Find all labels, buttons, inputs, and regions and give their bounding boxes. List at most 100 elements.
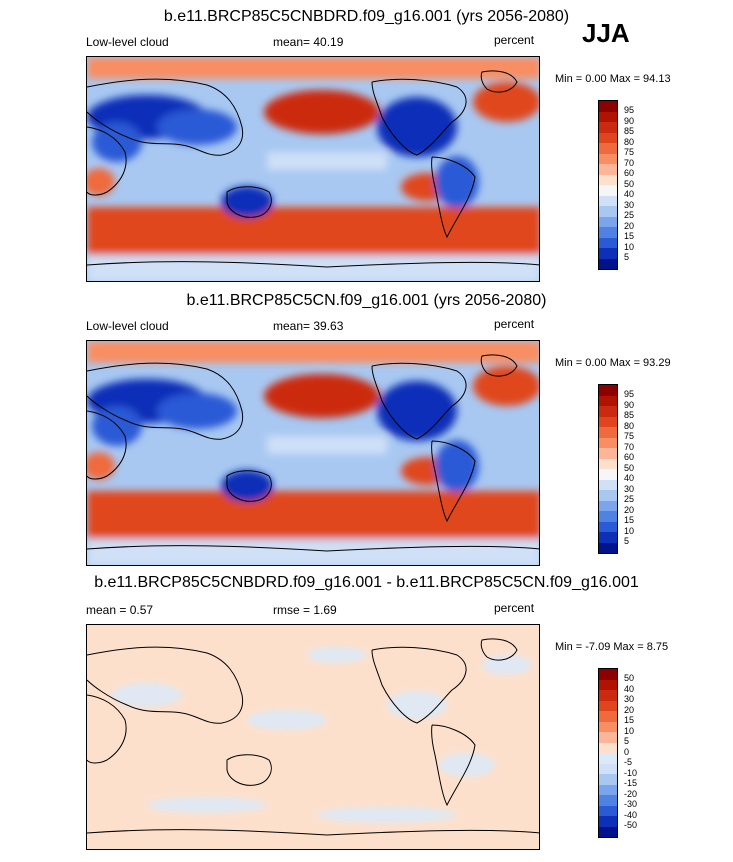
cbar-3-tick-label: 30 [624, 694, 635, 704]
panel-1-colorbar-box [598, 100, 618, 270]
panel-1-variable-label: Low-level cloud [86, 35, 169, 49]
cbar-2-tick-label: 70 [624, 441, 635, 452]
cbar-3-tick-label: -10 [624, 767, 638, 778]
cbar-3-swatch [599, 826, 617, 837]
panel-1-colorbar: 95 90 85 80 75 70 60 50 40 30 25 20 15 1… [598, 100, 634, 270]
cbar-2-swatch [599, 448, 617, 459]
map-1-n-america-clear [377, 97, 457, 157]
cbar-1-tick-label: 95 [624, 105, 635, 115]
map-1-tropical-band [267, 152, 387, 170]
cbar-1-swatch [599, 227, 617, 238]
cbar-3-tick-label: -15 [624, 778, 638, 788]
cbar-3-swatch [599, 711, 617, 722]
cbar-3-swatch [599, 774, 617, 785]
cbar-3-tick-label: 50 [624, 673, 635, 683]
cbar-3-swatch [599, 816, 617, 827]
map-2-n-atlantic-cloud [473, 366, 539, 406]
cbar-2-swatch [599, 469, 617, 480]
cbar-3-swatch [599, 679, 617, 690]
panel-1-units-label: percent [494, 33, 535, 47]
cbar-3-swatch [599, 721, 617, 732]
cbar-1-tick-label: 50 [624, 178, 635, 189]
cbar-3-tick-label: -30 [624, 799, 638, 809]
map-3-coastlines [87, 638, 539, 836]
cbar-3-swatch [599, 753, 617, 764]
cbar-2-swatch [599, 437, 617, 448]
cbar-2-tick-label: 60 [624, 452, 635, 462]
map-3-diff-patch [112, 683, 182, 707]
cbar-1-tick-label: 10 [624, 241, 635, 252]
cbar-2-swatch [599, 458, 617, 469]
cbar-2-swatch [599, 490, 617, 501]
map-1-coast-n-america [371, 78, 467, 156]
map-3-diff-patch [247, 710, 327, 730]
cbar-3-swatch [599, 795, 617, 806]
cbar-3-swatch [599, 742, 617, 753]
cbar-2-swatch [599, 532, 617, 543]
map-3-coast-africa [87, 694, 127, 764]
cbar-3-tick-label: 40 [624, 683, 635, 694]
cbar-3-tick-label: 5 [624, 736, 630, 746]
cbar-1-swatch [599, 132, 617, 143]
map-2-tropical-band [267, 436, 387, 454]
panel-3-colorbar-box [598, 668, 618, 838]
panel-3-mean-label: mean = 0.57 [86, 603, 154, 617]
map-2-southern-ocean-band [87, 491, 539, 539]
map-2-arctic-band [87, 341, 539, 363]
cbar-2-tick-label: 90 [624, 399, 635, 410]
panel-3-rmse-label: rmse = 1.69 [273, 603, 337, 617]
panel-2-units-label: percent [494, 317, 535, 331]
cbar-2-tick-label: 40 [624, 473, 635, 483]
cbar-1-swatch [599, 111, 617, 122]
panel-1-minmax: Min = 0.00 Max = 94.13 [555, 73, 671, 85]
cbar-2-swatch [599, 406, 617, 417]
cbar-2-tick-label: 15 [624, 515, 635, 525]
map-2-se-atlantic-cloud [87, 452, 115, 480]
map-2-n-america-clear [377, 381, 457, 441]
map-1-asia-clear [157, 109, 237, 145]
cbar-2-tick-label: 75 [624, 431, 635, 441]
map-1-coast-s-america [431, 156, 476, 239]
cbar-1-tick-label: 20 [624, 220, 635, 231]
cbar-3-tick-label: 15 [624, 715, 635, 725]
map-1-s-america-clear [435, 156, 479, 208]
cbar-1-swatch [599, 153, 617, 164]
map-2-antarctic-band [87, 539, 539, 565]
map-3-coast-antarctica [87, 829, 539, 836]
cbar-2-tick-label: 10 [624, 525, 635, 536]
map-2-africa-clear [92, 406, 142, 446]
map-2-s-america-clear [435, 440, 479, 492]
map-2-coast-s-america [431, 440, 476, 523]
cbar-2-swatch [599, 542, 617, 553]
panel-3-map [86, 624, 540, 850]
cbar-2-tick-label: 80 [624, 420, 635, 431]
cbar-1-tick-label: 90 [624, 115, 635, 126]
panel-2-mean-label: mean= 39.63 [273, 319, 344, 333]
cbar-2-tick-label: 85 [624, 410, 635, 420]
cbar-3-tick-label: -50 [624, 820, 638, 830]
map-1-africa-clear [92, 122, 142, 162]
cbar-3-swatch [599, 669, 617, 680]
cbar-1-tick-label: 85 [624, 126, 635, 136]
cbar-3-swatch [599, 700, 617, 711]
map-3-coast-s-america [431, 724, 476, 807]
cbar-1-swatch [599, 216, 617, 227]
cbar-3-swatch [599, 732, 617, 743]
cbar-2-tick-label: 20 [624, 504, 635, 515]
map-1-ne-pacific-cloud [264, 90, 380, 134]
cbar-3-tick-label: 20 [624, 704, 635, 715]
cbar-2-tick-label: 30 [624, 483, 635, 494]
map-2-coast-antarctica [87, 545, 539, 552]
map-2-coast-eurasia [87, 362, 244, 440]
cbar-3-swatch [599, 784, 617, 795]
map-2-coast-australia [226, 470, 272, 502]
season-label: JJA [582, 18, 630, 48]
panel-2-minmax: Min = 0.00 Max = 93.29 [555, 357, 671, 369]
cbar-1-tick-label: 70 [624, 157, 635, 168]
map-1-coast-africa [87, 126, 127, 196]
cbar-1-tick-label: 5 [624, 252, 630, 262]
cbar-2-tick-label: 95 [624, 389, 635, 399]
cbar-2-swatch [599, 395, 617, 406]
cbar-1-swatch [599, 185, 617, 196]
map-1-se-atlantic-cloud [87, 168, 115, 196]
